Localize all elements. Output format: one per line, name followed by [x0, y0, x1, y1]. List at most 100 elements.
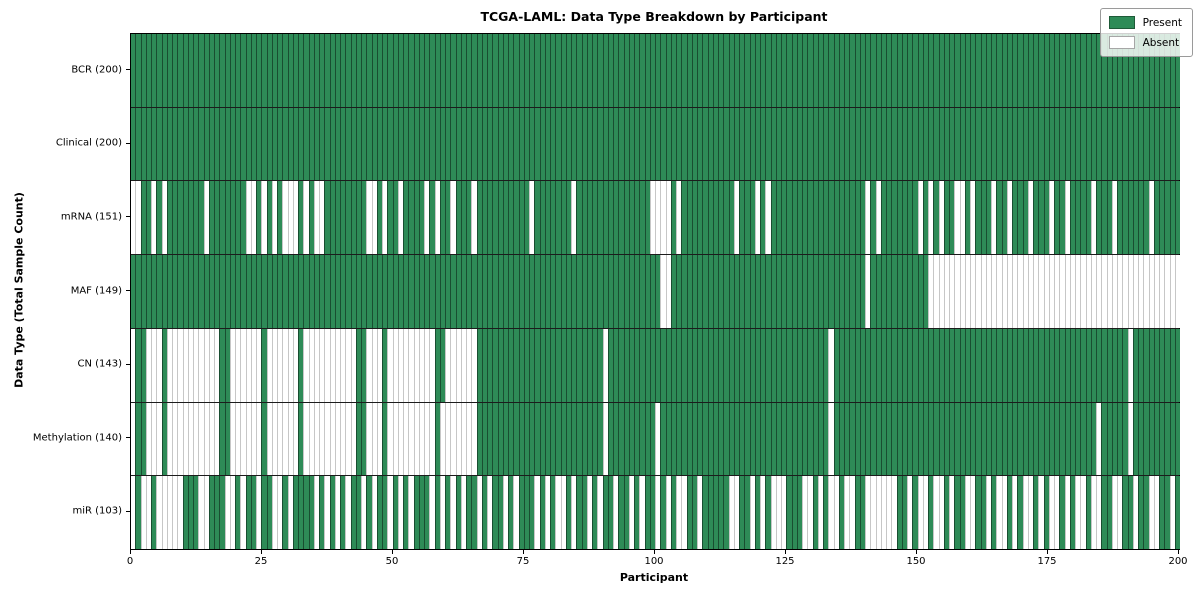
heatmap-cell: [718, 328, 724, 402]
heatmap-cell: [508, 34, 514, 107]
heatmap-cell: [177, 476, 183, 550]
heatmap-cell: [1043, 107, 1049, 181]
heatmap-cell: [172, 328, 178, 402]
heatmap-cell: [681, 107, 687, 181]
heatmap-cell: [991, 181, 997, 255]
heatmap-cell: [340, 107, 346, 181]
heatmap-cell: [964, 107, 970, 181]
heatmap-cell: [392, 402, 398, 476]
heatmap-cell: [361, 181, 367, 255]
heatmap-cell: [665, 402, 671, 476]
heatmap-cell: [833, 255, 839, 328]
heatmap-cell: [340, 476, 346, 550]
heatmap-cell: [1085, 255, 1091, 328]
heatmap-cell: [266, 328, 272, 402]
heatmap-cell: [1143, 402, 1149, 476]
heatmap-cell: [245, 181, 251, 255]
heatmap-cell: [954, 34, 960, 107]
heatmap-cell: [308, 476, 314, 550]
heatmap-cell: [329, 181, 335, 255]
heatmap-cell: [1059, 328, 1065, 402]
heatmap-cell: [1038, 328, 1044, 402]
heatmap-cell: [623, 34, 629, 107]
heatmap-cell: [1132, 107, 1138, 181]
heatmap-cell: [917, 181, 923, 255]
heatmap-cell: [392, 255, 398, 328]
heatmap-cell: [161, 476, 167, 550]
heatmap-cell: [980, 181, 986, 255]
heatmap-cell: [1069, 402, 1075, 476]
heatmap-cell: [161, 255, 167, 328]
heatmap-cell: [266, 107, 272, 181]
heatmap-cell: [702, 402, 708, 476]
heatmap-cell: [865, 255, 871, 328]
heatmap-cell: [739, 107, 745, 181]
heatmap-cell: [418, 255, 424, 328]
heatmap-cell: [922, 181, 928, 255]
heatmap-cell: [718, 181, 724, 255]
heatmap-cell: [135, 328, 141, 402]
heatmap-cell: [460, 328, 466, 402]
heatmap-cell: [413, 476, 419, 550]
heatmap-cell: [702, 34, 708, 107]
heatmap-cell: [529, 328, 535, 402]
heatmap-cell: [802, 34, 808, 107]
heatmap-cell: [434, 181, 440, 255]
heatmap-cell: [172, 34, 178, 107]
heatmap-cell: [187, 255, 193, 328]
heatmap-cell: [219, 181, 225, 255]
heatmap-cell: [812, 328, 818, 402]
heatmap-cell: [1001, 181, 1007, 255]
heatmap-cell: [749, 255, 755, 328]
heatmap-cell: [665, 255, 671, 328]
heatmap-cell: [597, 34, 603, 107]
heatmap-cell: [723, 328, 729, 402]
heatmap-cell: [634, 34, 640, 107]
heatmap-cell: [791, 181, 797, 255]
heatmap-cell: [812, 34, 818, 107]
heatmap-cell: [292, 402, 298, 476]
heatmap-cell: [292, 255, 298, 328]
heatmap-cell: [334, 107, 340, 181]
heatmap-cell: [502, 328, 508, 402]
heatmap-cell: [1122, 255, 1128, 328]
heatmap-cell: [1101, 107, 1107, 181]
heatmap-cell: [1059, 34, 1065, 107]
heatmap-cell: [1027, 34, 1033, 107]
heatmap-cell: [476, 181, 482, 255]
heatmap-cell: [1169, 476, 1175, 550]
heatmap-cell: [544, 255, 550, 328]
heatmap-cell: [250, 34, 256, 107]
heatmap-cell: [592, 255, 598, 328]
heatmap-cell: [870, 402, 876, 476]
heatmap-plot-area: [130, 33, 1180, 550]
heatmap-cell: [781, 107, 787, 181]
heatmap-cell: [250, 328, 256, 402]
heatmap-cell: [1153, 255, 1159, 328]
heatmap-cell: [235, 181, 241, 255]
heatmap-cell: [602, 255, 608, 328]
heatmap-cell: [754, 255, 760, 328]
heatmap-cell: [844, 402, 850, 476]
heatmap-cell: [670, 181, 676, 255]
heatmap-cell: [403, 402, 409, 476]
heatmap-cell: [1148, 34, 1154, 107]
heatmap-cell: [439, 476, 445, 550]
heatmap-cell: [161, 34, 167, 107]
heatmap-cell: [471, 107, 477, 181]
heatmap-cell: [817, 181, 823, 255]
heatmap-cell: [145, 476, 151, 550]
heatmap-cell: [224, 181, 230, 255]
heatmap-cell: [334, 476, 340, 550]
heatmap-cell: [791, 34, 797, 107]
heatmap-cell: [172, 181, 178, 255]
heatmap-cell: [1069, 107, 1075, 181]
heatmap-cell: [943, 476, 949, 550]
heatmap-cell: [303, 34, 309, 107]
heatmap-cell: [959, 402, 965, 476]
heatmap-cell: [996, 255, 1002, 328]
heatmap-cell: [208, 476, 214, 550]
heatmap-cell: [770, 181, 776, 255]
heatmap-cell: [760, 402, 766, 476]
heatmap-cell: [775, 255, 781, 328]
